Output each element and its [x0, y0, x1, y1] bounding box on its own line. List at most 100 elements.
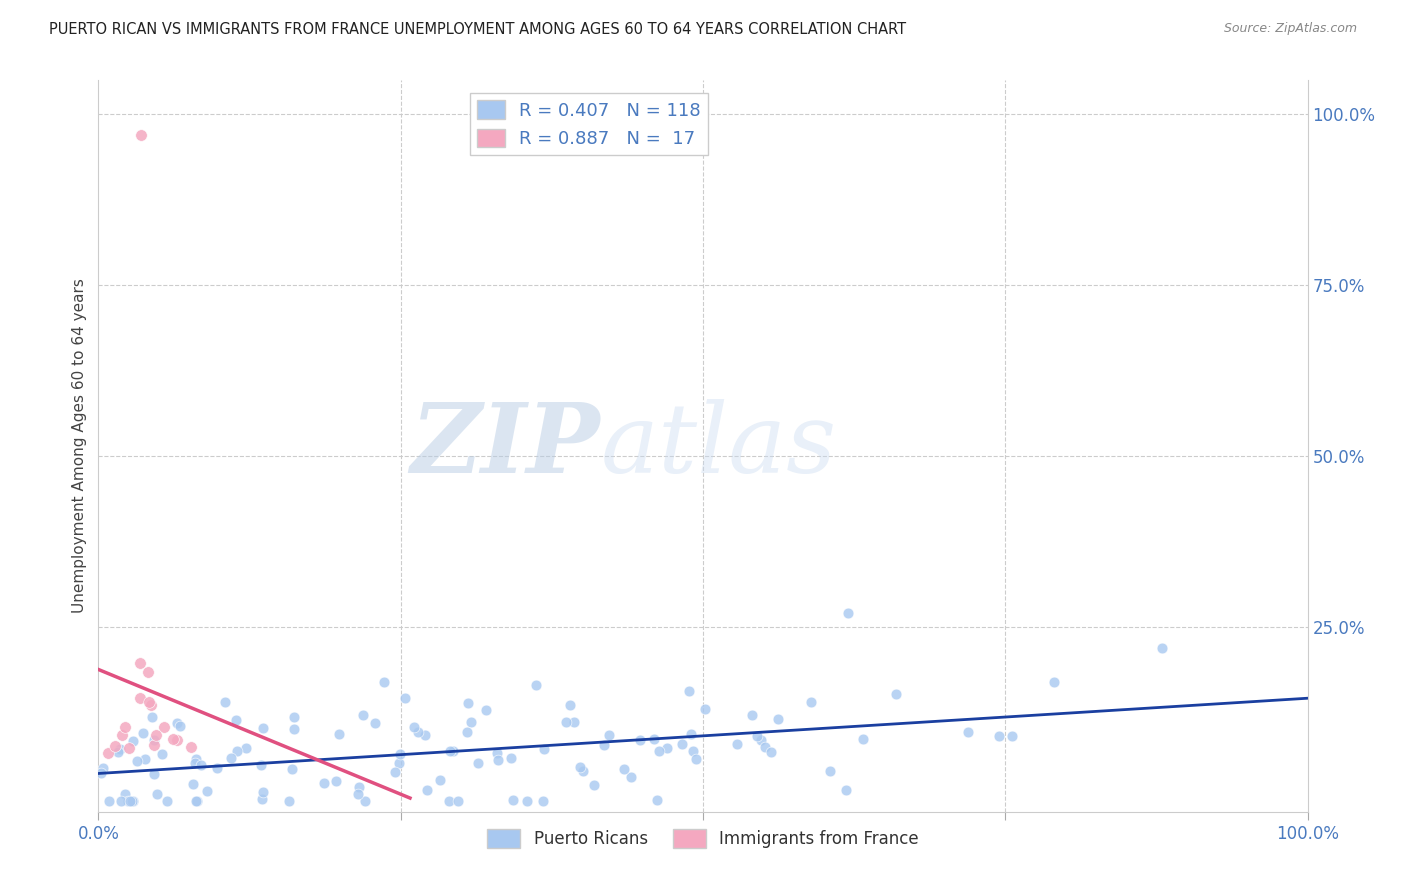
Point: [325, 773, 347, 788]
Point: [141, 698, 163, 713]
Point: [98, 795, 121, 809]
Point: [150, 747, 173, 761]
Point: [439, 744, 461, 758]
Point: [278, 795, 301, 809]
Point: [749, 732, 772, 747]
Point: [388, 756, 411, 770]
Point: [648, 744, 671, 758]
Point: [143, 767, 166, 781]
Point: [114, 787, 136, 801]
Point: [499, 751, 522, 765]
Point: [166, 716, 188, 731]
Point: [1152, 640, 1174, 655]
Point: [394, 690, 416, 705]
Point: [404, 720, 426, 734]
Point: [283, 710, 305, 724]
Point: [129, 690, 152, 705]
Point: [457, 696, 479, 710]
Point: [429, 772, 451, 787]
Point: [131, 726, 153, 740]
Point: [766, 712, 789, 726]
Point: [572, 764, 595, 778]
Point: [129, 656, 152, 670]
Point: [347, 787, 370, 801]
Point: [195, 784, 218, 798]
Text: Source: ZipAtlas.com: Source: ZipAtlas.com: [1223, 22, 1357, 36]
Point: [121, 795, 143, 809]
Point: [693, 702, 716, 716]
Point: [190, 757, 212, 772]
Point: [837, 607, 859, 621]
Point: [111, 728, 134, 742]
Point: [460, 714, 482, 729]
Point: [562, 715, 585, 730]
Point: [956, 724, 979, 739]
Point: [852, 731, 875, 746]
Point: [592, 738, 614, 752]
Point: [685, 752, 707, 766]
Point: [474, 703, 496, 717]
Point: [108, 741, 131, 756]
Point: [125, 754, 148, 768]
Point: [884, 687, 907, 701]
Point: [143, 732, 166, 747]
Point: [364, 715, 387, 730]
Point: [352, 707, 374, 722]
Point: [283, 722, 305, 736]
Point: [207, 761, 229, 775]
Point: [186, 795, 208, 809]
Point: [146, 787, 169, 801]
Point: [754, 740, 776, 755]
Point: [620, 770, 643, 784]
Point: [156, 795, 179, 809]
Point: [413, 727, 436, 741]
Point: [134, 752, 156, 766]
Point: [121, 734, 143, 748]
Point: [1043, 675, 1066, 690]
Point: [437, 795, 460, 809]
Point: [558, 698, 581, 712]
Point: [582, 778, 605, 792]
Point: [384, 764, 406, 779]
Point: [485, 747, 508, 761]
Point: [162, 731, 184, 746]
Point: [613, 762, 636, 776]
Point: [1001, 729, 1024, 743]
Point: [104, 739, 127, 753]
Point: [214, 695, 236, 709]
Point: [235, 741, 257, 756]
Point: [114, 720, 136, 734]
Point: [598, 728, 620, 742]
Point: [818, 764, 841, 778]
Point: [138, 695, 160, 709]
Point: [225, 713, 247, 727]
Point: [568, 760, 591, 774]
Point: [314, 776, 336, 790]
Point: [516, 795, 538, 809]
Point: [524, 678, 547, 692]
Point: [643, 731, 665, 746]
Point: [153, 720, 176, 734]
Point: [169, 718, 191, 732]
Point: [328, 727, 350, 741]
Point: [467, 756, 489, 770]
Point: [145, 728, 167, 742]
Point: [655, 741, 678, 756]
Point: [91, 761, 114, 775]
Text: PUERTO RICAN VS IMMIGRANTS FROM FRANCE UNEMPLOYMENT AMONG AGES 60 TO 64 YEARS CO: PUERTO RICAN VS IMMIGRANTS FROM FRANCE U…: [49, 22, 907, 37]
Point: [166, 732, 188, 747]
Point: [679, 727, 702, 741]
Point: [456, 725, 478, 739]
Point: [186, 795, 208, 809]
Point: [759, 745, 782, 759]
Point: [987, 729, 1010, 743]
Point: [120, 795, 142, 809]
Point: [186, 752, 208, 766]
Point: [628, 733, 651, 747]
Point: [725, 737, 748, 751]
Point: [741, 707, 763, 722]
Point: [136, 665, 159, 679]
Point: [373, 675, 395, 690]
Point: [90, 766, 112, 780]
Point: [225, 744, 247, 758]
